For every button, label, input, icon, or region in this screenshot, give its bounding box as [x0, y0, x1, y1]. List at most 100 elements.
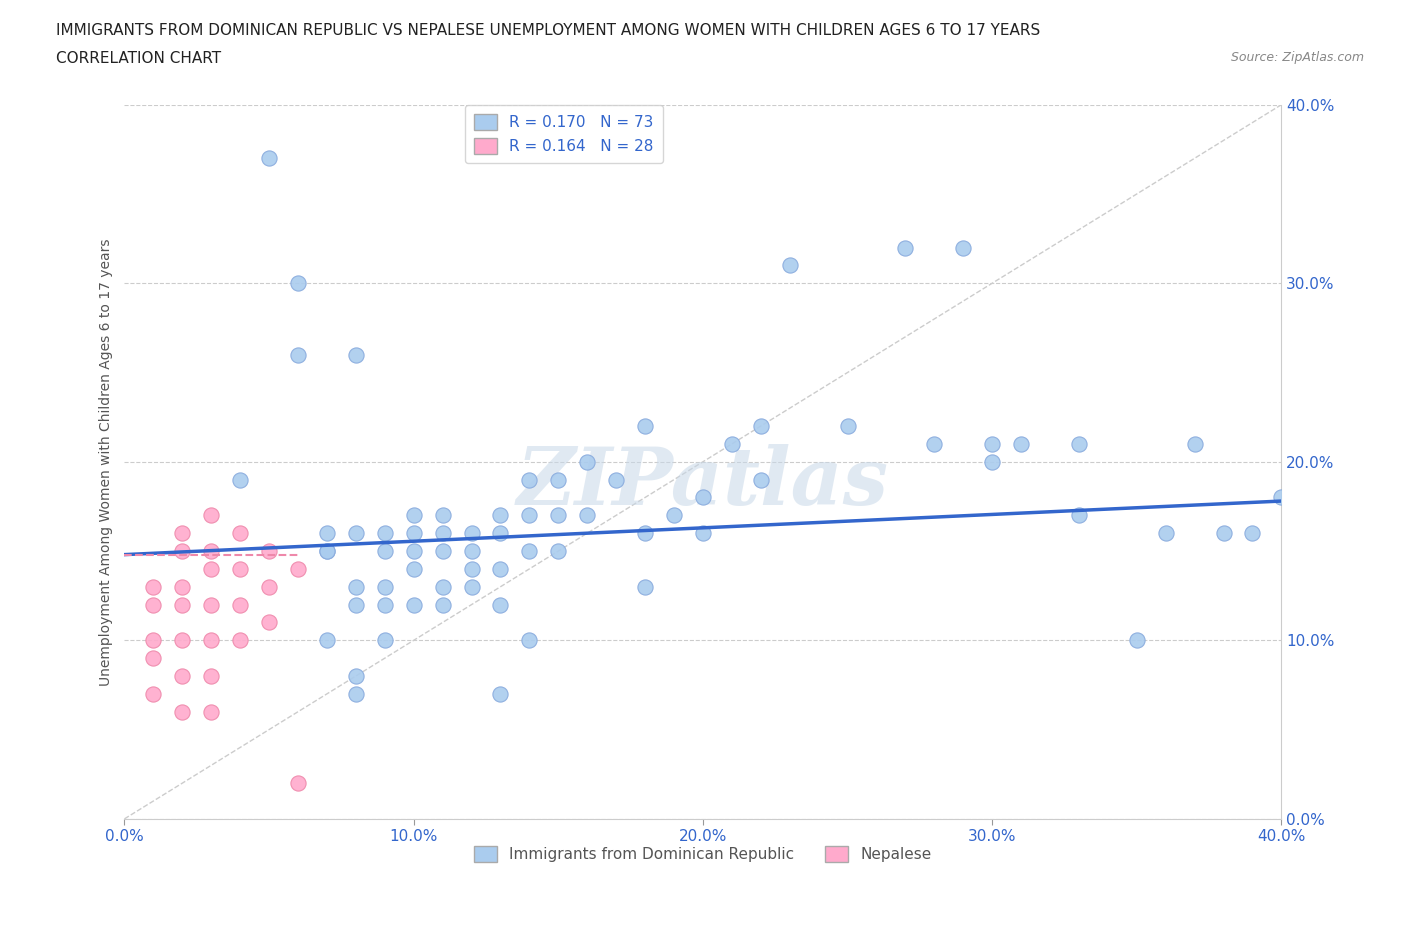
Text: ZIPatlas: ZIPatlas	[517, 445, 889, 522]
Point	[287, 562, 309, 577]
Point	[489, 686, 512, 701]
Point	[344, 669, 367, 684]
Point	[229, 562, 252, 577]
Point	[1067, 436, 1090, 451]
Point	[489, 525, 512, 540]
Point	[344, 579, 367, 594]
Point	[257, 151, 280, 166]
Point	[142, 686, 165, 701]
Legend: Immigrants from Dominican Republic, Nepalese: Immigrants from Dominican Republic, Nepa…	[468, 840, 938, 869]
Point	[316, 633, 339, 648]
Point	[200, 562, 222, 577]
Point	[981, 436, 1004, 451]
Point	[692, 490, 714, 505]
Point	[172, 544, 194, 559]
Point	[749, 418, 772, 433]
Point	[749, 472, 772, 487]
Y-axis label: Unemployment Among Women with Children Ages 6 to 17 years: Unemployment Among Women with Children A…	[100, 238, 114, 685]
Point	[662, 508, 685, 523]
Point	[489, 508, 512, 523]
Point	[1010, 436, 1032, 451]
Point	[489, 562, 512, 577]
Point	[172, 633, 194, 648]
Point	[287, 276, 309, 291]
Point	[634, 525, 657, 540]
Point	[402, 562, 425, 577]
Point	[172, 597, 194, 612]
Point	[142, 597, 165, 612]
Point	[432, 579, 454, 594]
Point	[344, 525, 367, 540]
Point	[374, 544, 396, 559]
Point	[460, 579, 482, 594]
Point	[576, 455, 599, 470]
Text: Source: ZipAtlas.com: Source: ZipAtlas.com	[1230, 51, 1364, 64]
Text: IMMIGRANTS FROM DOMINICAN REPUBLIC VS NEPALESE UNEMPLOYMENT AMONG WOMEN WITH CHI: IMMIGRANTS FROM DOMINICAN REPUBLIC VS NE…	[56, 23, 1040, 38]
Point	[1154, 525, 1177, 540]
Point	[200, 508, 222, 523]
Point	[460, 525, 482, 540]
Point	[489, 597, 512, 612]
Point	[779, 258, 801, 272]
Point	[402, 525, 425, 540]
Point	[460, 562, 482, 577]
Point	[172, 704, 194, 719]
Point	[634, 418, 657, 433]
Point	[432, 544, 454, 559]
Point	[547, 508, 569, 523]
Point	[287, 347, 309, 362]
Point	[200, 669, 222, 684]
Point	[374, 579, 396, 594]
Point	[142, 579, 165, 594]
Point	[316, 544, 339, 559]
Point	[547, 544, 569, 559]
Point	[172, 579, 194, 594]
Point	[1241, 525, 1264, 540]
Point	[634, 579, 657, 594]
Point	[952, 240, 974, 255]
Point	[257, 544, 280, 559]
Point	[1212, 525, 1234, 540]
Point	[460, 544, 482, 559]
Point	[432, 525, 454, 540]
Point	[200, 633, 222, 648]
Point	[981, 455, 1004, 470]
Point	[344, 347, 367, 362]
Point	[519, 544, 541, 559]
Point	[374, 597, 396, 612]
Point	[432, 508, 454, 523]
Point	[519, 472, 541, 487]
Text: CORRELATION CHART: CORRELATION CHART	[56, 51, 221, 66]
Point	[344, 686, 367, 701]
Point	[547, 472, 569, 487]
Point	[200, 597, 222, 612]
Point	[172, 525, 194, 540]
Point	[142, 651, 165, 666]
Point	[692, 525, 714, 540]
Point	[576, 508, 599, 523]
Point	[519, 633, 541, 648]
Point	[229, 597, 252, 612]
Point	[257, 579, 280, 594]
Point	[200, 544, 222, 559]
Point	[1184, 436, 1206, 451]
Point	[200, 704, 222, 719]
Point	[287, 776, 309, 790]
Point	[402, 597, 425, 612]
Point	[316, 544, 339, 559]
Point	[344, 597, 367, 612]
Point	[519, 508, 541, 523]
Point	[229, 525, 252, 540]
Point	[229, 472, 252, 487]
Point	[229, 633, 252, 648]
Point	[142, 633, 165, 648]
Point	[257, 615, 280, 630]
Point	[894, 240, 917, 255]
Point	[374, 633, 396, 648]
Point	[1126, 633, 1149, 648]
Point	[1067, 508, 1090, 523]
Point	[924, 436, 946, 451]
Point	[605, 472, 627, 487]
Point	[172, 669, 194, 684]
Point	[316, 525, 339, 540]
